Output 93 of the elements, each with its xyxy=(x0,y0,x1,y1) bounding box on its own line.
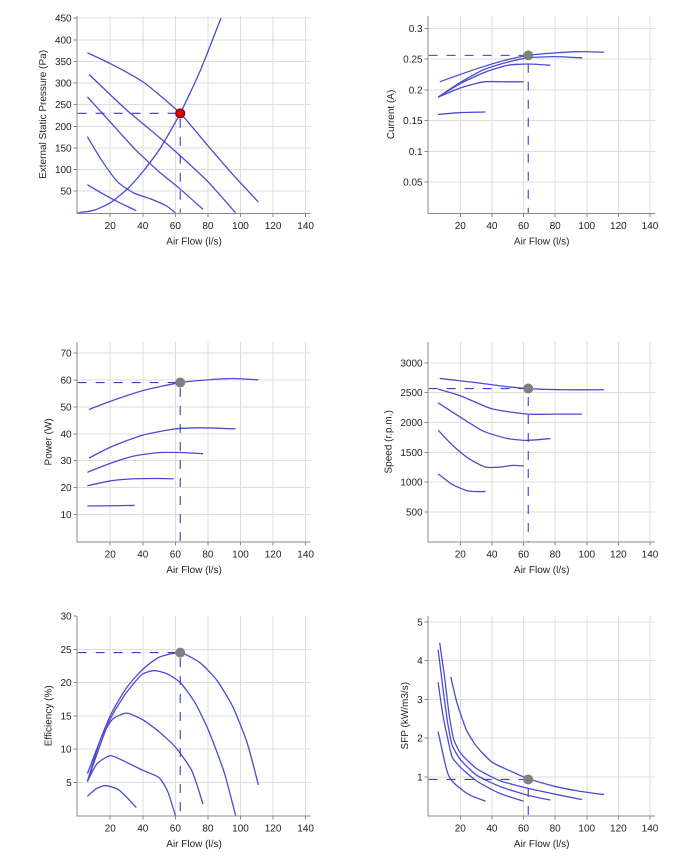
x-tick-label: 140 xyxy=(297,550,314,561)
y-tick-label: 3000 xyxy=(400,358,424,370)
y-tick-label: 300 xyxy=(54,78,72,90)
x-tick-label: 80 xyxy=(550,550,562,561)
x-tick-label: 60 xyxy=(518,220,530,232)
y-tick-label: 250 xyxy=(54,100,72,112)
y-tick-label: 10 xyxy=(60,744,72,756)
y-tick-label: 5 xyxy=(417,617,424,628)
x-tick-label: 60 xyxy=(518,823,530,834)
x-tick-label: 140 xyxy=(642,823,659,834)
x-tick-label: 40 xyxy=(486,220,498,232)
x-tick-label: 60 xyxy=(170,220,182,232)
y-tick-label: 15 xyxy=(60,711,72,722)
x-axis-title: Air Flow (l/s) xyxy=(514,838,570,850)
y-axis-title: External Static Pressure (Pa) xyxy=(38,50,49,179)
x-tick-label: 40 xyxy=(137,823,149,834)
y-tick-label: 350 xyxy=(54,56,72,68)
x-tick-label: 100 xyxy=(578,220,596,232)
x-tick-label: 80 xyxy=(202,220,214,232)
x-tick-label: 20 xyxy=(104,550,116,561)
y-tick-label: 150 xyxy=(54,143,72,154)
x-tick-label: 20 xyxy=(104,823,116,834)
x-tick-label: 80 xyxy=(202,550,214,561)
x-tick-label: 60 xyxy=(170,550,182,561)
y-tick-label: 0.3 xyxy=(408,24,424,35)
y-tick-label: 400 xyxy=(54,35,72,46)
y-tick-label: 25 xyxy=(60,644,72,656)
x-tick-label: 40 xyxy=(486,823,498,834)
x-tick-label: 20 xyxy=(104,220,116,232)
y-tick-label: 2 xyxy=(417,734,424,745)
x-tick-label: 100 xyxy=(232,550,250,561)
x-tick-label: 120 xyxy=(610,220,628,232)
y-tick-label: 450 xyxy=(54,14,72,25)
y-tick-label: 0.2 xyxy=(408,85,424,96)
x-tick-label: 100 xyxy=(578,550,596,561)
y-tick-label: 100 xyxy=(54,165,72,176)
y-tick-label: 200 xyxy=(54,122,72,133)
x-tick-label: 140 xyxy=(297,220,314,232)
y-tick-label: 0.15 xyxy=(403,116,424,128)
y-tick-label: 40 xyxy=(60,429,72,440)
x-axis-title: Air Flow (l/s) xyxy=(166,838,222,850)
x-tick-label: 120 xyxy=(610,823,628,834)
x-tick-label: 80 xyxy=(550,823,562,834)
y-tick-label: 4 xyxy=(417,656,424,668)
y-tick-label: 5 xyxy=(66,778,72,789)
y-tick-label: 70 xyxy=(60,348,72,360)
x-axis-title: Air Flow (l/s) xyxy=(514,565,570,576)
x-tick-label: 100 xyxy=(232,220,250,232)
x-tick-label: 40 xyxy=(486,550,498,561)
x-axis-title: Air Flow (l/s) xyxy=(166,565,222,576)
y-tick-label: 50 xyxy=(60,402,72,414)
y-tick-label: 1000 xyxy=(400,478,424,489)
x-tick-label: 60 xyxy=(170,823,182,834)
x-axis-title: Air Flow (l/s) xyxy=(514,236,570,248)
y-tick-label: 60 xyxy=(60,375,72,386)
y-axis-title: SFP (kW/m3/s) xyxy=(400,682,412,750)
y-axis-title: Power (W) xyxy=(44,418,54,466)
y-tick-label: 2000 xyxy=(400,418,424,429)
x-tick-label: 60 xyxy=(518,550,530,561)
y-axis-title: Speed (r.p.m.) xyxy=(383,410,394,474)
x-tick-label: 80 xyxy=(550,220,562,232)
x-tick-label: 120 xyxy=(264,823,282,834)
x-tick-label: 120 xyxy=(610,550,628,561)
x-tick-label: 140 xyxy=(642,550,659,561)
x-tick-label: 140 xyxy=(297,823,314,834)
x-tick-label: 20 xyxy=(454,220,466,232)
y-tick-label: 3 xyxy=(417,694,424,706)
y-tick-label: 500 xyxy=(406,507,424,518)
y-tick-label: 1 xyxy=(417,772,424,784)
x-tick-label: 140 xyxy=(642,220,659,232)
y-tick-label: 0.25 xyxy=(403,54,424,66)
y-tick-label: 20 xyxy=(60,483,72,494)
y-tick-label: 20 xyxy=(60,678,72,690)
y-tick-label: 30 xyxy=(60,612,72,623)
y-axis-title: Efficiency (%) xyxy=(44,685,54,746)
y-tick-label: 2500 xyxy=(400,388,424,400)
x-tick-label: 20 xyxy=(454,823,466,834)
x-tick-label: 80 xyxy=(202,823,214,834)
y-tick-label: 30 xyxy=(60,456,72,468)
x-tick-label: 40 xyxy=(137,220,149,232)
x-tick-label: 120 xyxy=(264,550,282,561)
y-tick-label: 10 xyxy=(60,510,72,522)
x-tick-label: 120 xyxy=(264,220,282,232)
x-axis-title: Air Flow (l/s) xyxy=(166,236,222,248)
y-tick-label: 0.1 xyxy=(408,146,424,158)
y-tick-label: 0.05 xyxy=(403,178,424,189)
x-tick-label: 100 xyxy=(578,823,596,834)
x-tick-label: 100 xyxy=(232,823,250,834)
x-tick-label: 20 xyxy=(454,550,466,561)
x-tick-label: 40 xyxy=(137,550,149,561)
y-tick-label: 50 xyxy=(60,186,72,198)
y-axis-title: Current (A) xyxy=(386,90,398,140)
y-tick-label: 1500 xyxy=(400,448,424,459)
